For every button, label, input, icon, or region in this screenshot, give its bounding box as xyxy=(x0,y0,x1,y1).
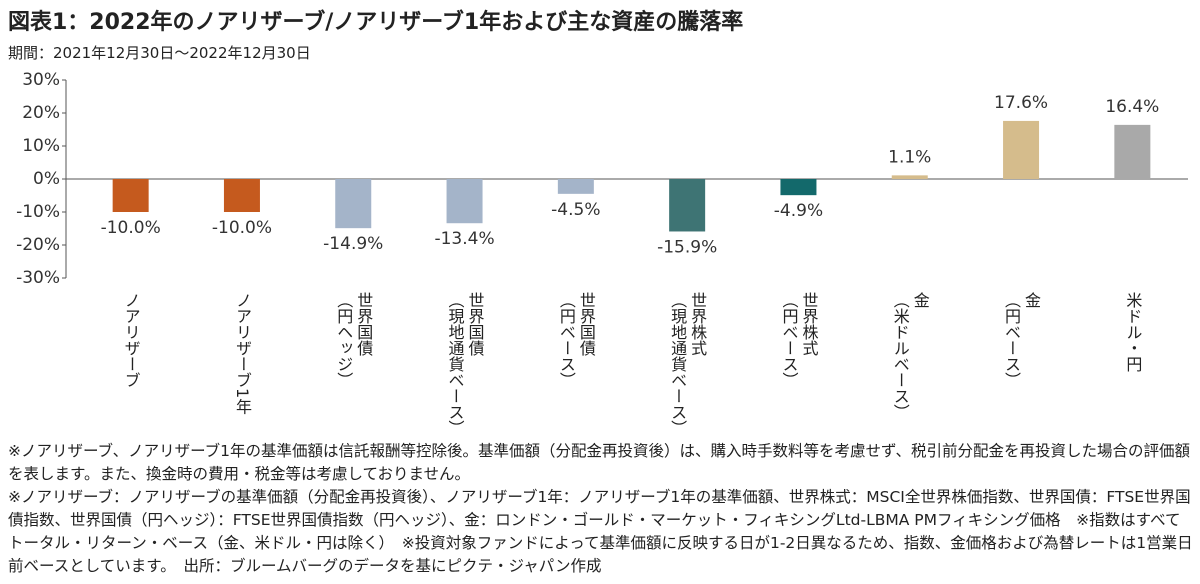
value-label: 17.6% xyxy=(994,93,1048,113)
bar xyxy=(780,179,817,196)
x-tick-label: 世界株式 （円ベース） xyxy=(779,292,819,388)
value-label: -15.9% xyxy=(657,237,717,257)
x-tick-label: 世界国債 （円ヘッジ） xyxy=(334,292,374,388)
footnotes: ※ノアリザーブ、ノアリザーブ1年の基準価額は信託報酬等控除後。基準価額（分配金再… xyxy=(8,440,1194,578)
y-tick-label: 0% xyxy=(33,169,60,189)
y-tick-label: -20% xyxy=(16,235,60,255)
value-label: -10.0% xyxy=(212,218,272,238)
chart-subtitle: 期間：2021年12月30日～2022年12月30日 xyxy=(8,44,311,62)
y-tick-label: 10% xyxy=(22,136,60,156)
bar xyxy=(446,179,483,224)
bar xyxy=(1114,124,1151,179)
x-tick-label: 金 （米ドルベース） xyxy=(890,292,930,420)
footnote: ※ノアリザーブ：ノアリザーブの基準価額（分配金再投資後）、ノアリザーブ1年：ノア… xyxy=(8,488,1193,575)
x-tick-label: ノアリザーブ xyxy=(121,292,141,388)
value-label: -4.5% xyxy=(551,200,600,220)
bar xyxy=(891,175,928,179)
bar xyxy=(1003,120,1040,179)
x-tick-label: 世界国債 （現地通貨ベース） xyxy=(445,292,485,436)
x-tick-label: 世界株式 （現地通貨ベース） xyxy=(668,292,708,436)
value-label: 1.1% xyxy=(888,147,931,167)
value-label: -10.0% xyxy=(101,218,161,238)
x-tick-label: 米ドル・円 xyxy=(1123,292,1143,372)
value-label: -4.9% xyxy=(774,201,823,221)
value-label: 16.4% xyxy=(1105,97,1159,117)
bar xyxy=(112,179,149,212)
footnote: ※ノアリザーブ、ノアリザーブ1年の基準価額は信託報酬等控除後。基準価額（分配金再… xyxy=(8,442,1190,483)
chart-title: 図表1：2022年のノアリザーブ/ノアリザーブ1年および主な資産の騰落率 xyxy=(8,10,744,35)
bar xyxy=(223,179,260,212)
x-tick-label: 金 （円ベース） xyxy=(1002,292,1042,388)
x-tick-label: ノアリザーブ1年 xyxy=(232,292,252,415)
bar xyxy=(669,179,706,232)
y-tick-label: -10% xyxy=(16,202,60,222)
value-label: -14.9% xyxy=(323,234,383,254)
bar xyxy=(335,179,372,229)
y-tick-label: 30% xyxy=(22,70,60,90)
value-label: -13.4% xyxy=(434,229,494,249)
bar xyxy=(557,179,594,194)
y-tick-label: -30% xyxy=(16,268,60,288)
y-tick-label: 20% xyxy=(22,103,60,123)
x-tick-label: 世界国債 （円ベース） xyxy=(556,292,596,388)
